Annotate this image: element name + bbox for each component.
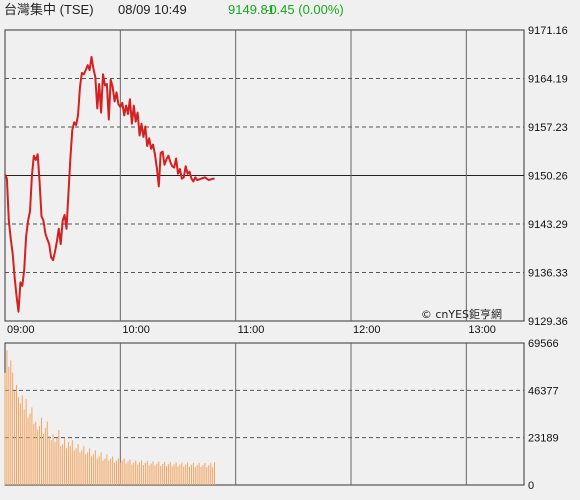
volume-y-tick-label: 0 (528, 480, 534, 492)
price-y-tick-label: 9143.29 (528, 219, 568, 231)
price-y-tick-label: 9136.33 (528, 267, 568, 279)
price-y-tick-label: 9157.23 (528, 122, 568, 134)
price-change: -0.45 (0.00%) (265, 2, 344, 17)
price-y-tick-label: 9150.26 (528, 171, 568, 183)
volume-y-tick-label: 23189 (528, 433, 559, 445)
price-y-tick-label: 9164.19 (528, 74, 568, 86)
price-y-tick-label: 9171.16 (528, 25, 568, 37)
volume-y-tick-label: 69566 (528, 338, 559, 350)
price-panel: 9171.16 9164.19 9157.23 9150.26 9143.29 9136.… (4, 25, 568, 336)
quote-datetime: 08/09 10:49 (118, 2, 187, 17)
time-tick-label: 13:00 (468, 324, 496, 336)
index-name: 台灣集中 (TSE) (4, 2, 94, 17)
time-tick-label: 09:00 (7, 324, 35, 336)
volume-y-tick-label: 46377 (528, 385, 559, 397)
time-tick-label: 12:00 (353, 324, 381, 336)
time-tick-label: 10:00 (122, 324, 150, 336)
volume-panel-frame (4, 342, 525, 486)
volume-panel: 69566 46377 23189 0 (4, 338, 559, 492)
quote-header: 台灣集中 (TSE) 08/09 10:49 9149.81 -0.45 (0.… (0, 0, 580, 22)
watermark-label: © cnYES鉅亨網 (421, 307, 502, 321)
price-y-tick-label: 9129.36 (528, 316, 568, 328)
last-price: 9149.81 (228, 2, 275, 17)
time-tick-label: 11:00 (238, 324, 265, 336)
price-line (4, 55, 215, 313)
